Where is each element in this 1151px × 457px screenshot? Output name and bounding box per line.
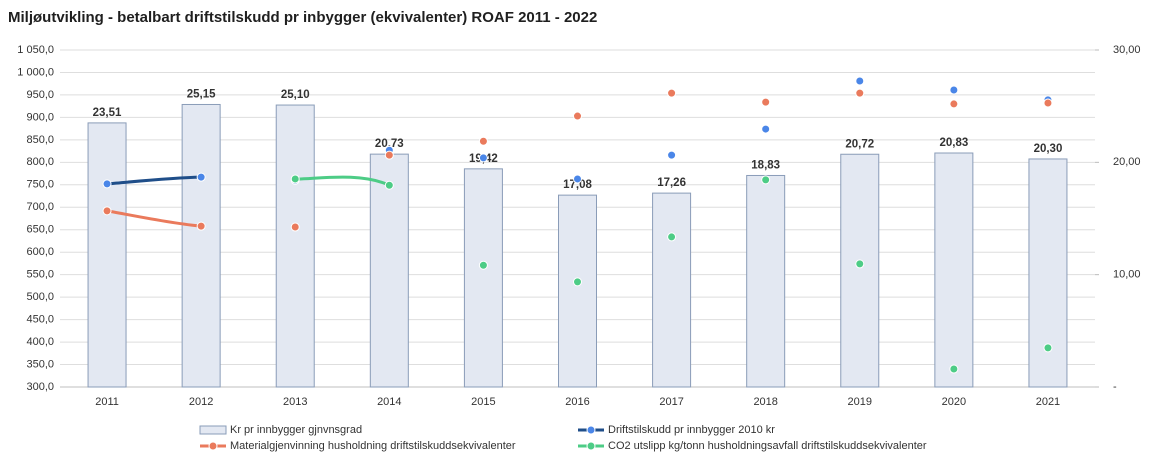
line-marker <box>478 136 488 146</box>
line-marker <box>1043 98 1053 108</box>
bar <box>746 174 786 388</box>
y-tick-label: 1 050,0 <box>17 44 54 56</box>
x-tick-label: 2017 <box>659 396 683 408</box>
line-marker <box>102 179 112 189</box>
x-tick-label: 2020 <box>942 396 966 408</box>
y-tick-label: 950,0 <box>26 89 54 101</box>
bar <box>1028 158 1068 388</box>
line-marker <box>855 259 865 269</box>
bar <box>934 152 974 388</box>
x-tick-label: 2016 <box>565 396 589 408</box>
bar <box>652 192 692 388</box>
bar-value-label: 20,30 <box>1034 143 1063 155</box>
bar-value-label: 25,15 <box>187 89 216 101</box>
bar-value-label: 20,73 <box>375 138 404 150</box>
legend-label: Driftstilskudd pr innbygger 2010 kr <box>608 424 775 436</box>
line <box>106 209 202 228</box>
line-marker <box>667 232 677 242</box>
y2-tick-label: - <box>1113 381 1117 393</box>
line-marker <box>761 175 771 185</box>
line-marker <box>102 206 112 216</box>
legend-label: CO2 utslipp kg/tonn husholdningsavfall d… <box>608 440 927 452</box>
x-tick-label: 2019 <box>848 396 872 408</box>
legend-label: Materialgjenvinning husholdning driftsti… <box>230 440 516 452</box>
legend-marker <box>586 441 596 451</box>
y-tick-label: 600,0 <box>26 246 54 258</box>
y2-tick-label: 30,00 <box>1113 44 1141 56</box>
y-tick-label: 400,0 <box>26 336 54 348</box>
y-tick-label: 550,0 <box>26 269 54 281</box>
legend-label: Kr pr innbygger gjnvnsgrad <box>230 424 362 436</box>
bar-value-label: 20,83 <box>939 137 968 149</box>
line-marker <box>478 153 488 163</box>
bar <box>275 104 315 388</box>
legend-marker <box>586 425 596 435</box>
legend-marker <box>208 441 218 451</box>
line-marker <box>855 76 865 86</box>
y-tick-label: 900,0 <box>26 111 54 123</box>
y-tick-label: 650,0 <box>26 224 54 236</box>
line-marker <box>384 180 394 190</box>
x-tick-label: 2015 <box>471 396 495 408</box>
chart-title: Miljøutvikling - betalbart driftstilskud… <box>8 9 597 26</box>
y-tick-label: 350,0 <box>26 358 54 370</box>
bar <box>558 194 597 388</box>
y-tick-label: 700,0 <box>26 201 54 213</box>
line-marker <box>573 277 582 287</box>
line-marker <box>290 222 300 232</box>
line-marker <box>667 88 677 98</box>
line-marker <box>1043 343 1053 353</box>
bar-value-label: 23,51 <box>93 107 122 119</box>
line-marker <box>949 85 959 95</box>
line-marker <box>478 260 488 270</box>
line-marker <box>761 97 771 107</box>
bar-value-label: 20,72 <box>845 138 874 150</box>
line <box>106 175 202 186</box>
bar <box>840 153 880 388</box>
x-tick-label: 2012 <box>189 396 213 408</box>
line-marker <box>949 364 959 374</box>
line-marker <box>761 124 771 134</box>
bar-value-label: 17,26 <box>657 177 686 189</box>
x-tick-label: 2014 <box>377 396 401 408</box>
line-marker <box>384 150 394 160</box>
x-tick-label: 2011 <box>95 396 119 408</box>
y-tick-label: 750,0 <box>26 179 54 191</box>
bar-value-label: 17,08 <box>563 179 592 191</box>
line-marker <box>196 172 206 182</box>
y-tick-label: 450,0 <box>26 314 54 326</box>
y2-tick-label: 10,00 <box>1113 269 1141 281</box>
x-tick-label: 2013 <box>283 396 307 408</box>
line-marker <box>196 221 206 231</box>
y-tick-label: 1 000,0 <box>17 66 54 78</box>
line-marker <box>667 150 677 160</box>
x-tick-label: 2021 <box>1036 396 1060 408</box>
line <box>295 175 390 187</box>
bar <box>463 168 503 388</box>
y-tick-label: 500,0 <box>26 291 54 303</box>
y-tick-label: 300,0 <box>26 381 54 393</box>
line-marker <box>290 174 300 184</box>
bar-value-label: 18,83 <box>751 160 780 172</box>
bar-value-label: 25,10 <box>281 89 310 101</box>
line-marker <box>573 174 582 184</box>
bar <box>181 103 221 388</box>
x-tick-label: 2018 <box>753 396 777 408</box>
y-tick-label: 800,0 <box>26 156 54 168</box>
legend-swatch <box>199 425 227 435</box>
y-tick-label: 850,0 <box>26 134 54 146</box>
line-marker <box>855 88 865 98</box>
bar <box>87 122 127 388</box>
line-marker <box>949 99 959 109</box>
line-marker <box>573 111 582 121</box>
y2-tick-label: 20,00 <box>1113 156 1141 168</box>
bar <box>369 153 409 388</box>
